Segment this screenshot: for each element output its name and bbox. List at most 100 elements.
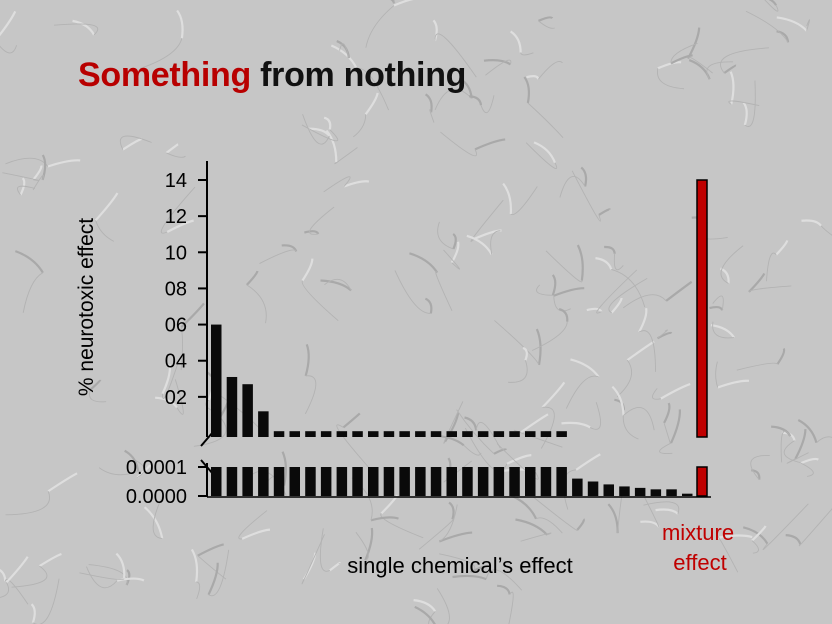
- single-chemical-bar: [540, 431, 552, 437]
- cell-body: [342, 412, 361, 429]
- cell-body: [166, 219, 194, 233]
- cell-body: [165, 143, 179, 154]
- slide-title: Something from nothing: [78, 56, 466, 95]
- single-chemical-bar: [666, 489, 677, 496]
- cell-body: [466, 234, 493, 256]
- cell-body: [660, 383, 691, 400]
- cell-neurite: [319, 528, 331, 572]
- cell-body: [663, 402, 671, 424]
- cell-body: [610, 297, 623, 314]
- cell-body: [72, 19, 95, 36]
- cell-neurite: [434, 33, 477, 78]
- cell-neurite: [751, 540, 759, 554]
- cell-neurite: [571, 170, 601, 222]
- cell-neurite: [352, 114, 367, 138]
- y-tick-label: 08: [165, 278, 187, 300]
- cell-body: [515, 518, 548, 536]
- cell-body: [709, 305, 724, 311]
- cell-body: [553, 287, 585, 297]
- single-chemical-bar-lower: [289, 467, 300, 496]
- cell-neurite: [589, 401, 602, 430]
- cell-neurite: [160, 186, 196, 234]
- cell-body: [323, 116, 332, 130]
- y-tick-label: 14: [165, 170, 187, 192]
- cell-neurite: [656, 68, 685, 90]
- cell-neurite: [670, 42, 698, 64]
- cell-neurite: [687, 56, 713, 74]
- cell-neurite: [510, 186, 538, 216]
- cell-neurite: [339, 43, 350, 59]
- x-axis-label: single chemical’s effect: [347, 553, 572, 578]
- cell-body: [19, 177, 26, 196]
- cell-body: [180, 302, 205, 328]
- single-chemical-bar-lower: [211, 467, 222, 496]
- cell-body: [502, 182, 513, 215]
- y-tick-label: 02: [165, 387, 187, 409]
- cell-neurite: [437, 221, 454, 250]
- cell-neurite: [95, 220, 115, 242]
- cell-body: [535, 328, 542, 366]
- cell-neurite: [736, 362, 778, 371]
- cell-neurite: [712, 321, 735, 339]
- cell-neurite: [806, 19, 811, 31]
- single-chemical-bar-lower: [368, 467, 379, 496]
- cell-neurite: [622, 294, 667, 309]
- cell-body: [364, 527, 374, 561]
- single-chemical-bar-lower: [320, 467, 332, 496]
- cell-body: [474, 138, 506, 151]
- cell-neurite: [565, 375, 599, 409]
- cell-neurite: [323, 176, 351, 193]
- single-chemical-bar: [477, 431, 489, 437]
- cell-neurite: [712, 295, 724, 311]
- cell-body: [413, 599, 437, 613]
- cell-neurite: [596, 269, 638, 314]
- cell-neurite: [657, 329, 668, 339]
- single-chemical-bar: [305, 431, 316, 437]
- single-chemical-bar: [226, 376, 238, 437]
- single-chemical-bar-lower: [352, 467, 363, 496]
- cell-neurite: [86, 566, 118, 589]
- cell-body: [161, 364, 172, 395]
- cell-neurite: [816, 436, 832, 444]
- cell-neurite: [783, 440, 803, 464]
- cell-neurite: [540, 406, 555, 449]
- single-chemical-bar-lower: [383, 467, 395, 496]
- cell-body: [281, 451, 287, 486]
- single-chemical-bar: [320, 431, 332, 437]
- single-chemical-bar: [415, 431, 426, 437]
- single-chemical-bar: [242, 384, 253, 437]
- cell-neurite: [79, 572, 125, 580]
- single-chemical-bar: [368, 431, 379, 437]
- cell-neurite: [611, 269, 646, 308]
- cell-body: [207, 562, 219, 596]
- cell-neurite: [638, 330, 656, 372]
- cell-body: [710, 324, 735, 339]
- cell-neurite: [538, 20, 555, 29]
- cell-body: [509, 30, 522, 53]
- cell-neurite: [538, 61, 563, 80]
- single-chemical-bar: [462, 431, 473, 437]
- cell-body: [785, 534, 802, 545]
- cell-neurite: [715, 361, 719, 388]
- mixture-bar-lower: [696, 466, 708, 497]
- cell-body: [670, 409, 681, 444]
- cell-neurite: [800, 462, 814, 477]
- cell-body: [742, 101, 748, 126]
- single-chemical-bar-lower: [430, 467, 442, 496]
- y-tick-label: 12: [165, 206, 187, 228]
- cell-neurite: [0, 582, 10, 598]
- cell-neurite: [456, 409, 495, 455]
- cell-body: [611, 385, 625, 416]
- cell-neurite: [301, 280, 339, 322]
- single-chemical-bar: [446, 431, 457, 437]
- single-chemical-bar-lower: [446, 467, 457, 496]
- cell-body: [483, 59, 512, 66]
- cell-neurite: [440, 131, 477, 157]
- cell-neurite: [464, 427, 508, 472]
- y-tick-label: 0.0000: [126, 486, 187, 508]
- cell-body: [506, 453, 532, 465]
- cell-neurite: [820, 225, 832, 236]
- cell-neurite: [762, 503, 809, 551]
- cell-neurite: [750, 454, 770, 480]
- cell-body: [497, 584, 511, 595]
